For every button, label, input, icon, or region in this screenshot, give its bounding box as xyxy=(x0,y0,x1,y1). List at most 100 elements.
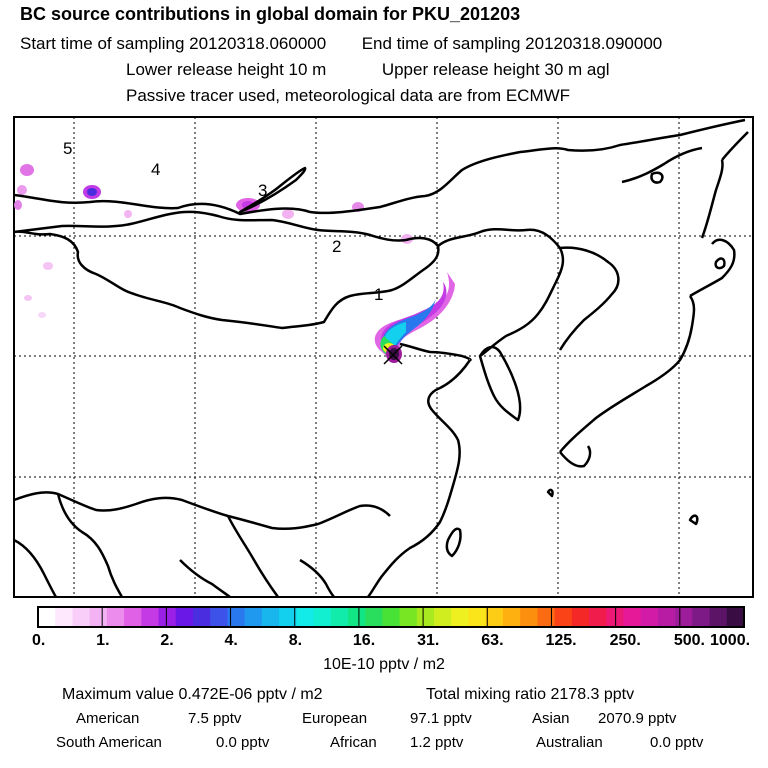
plot-title: BC source contributions in global domain… xyxy=(20,4,521,24)
legend-tick-label: 31. xyxy=(417,632,439,649)
china-coastline xyxy=(367,359,472,598)
tracer-note: Passive tracer used, meteorological data… xyxy=(126,86,571,105)
plume-blob xyxy=(14,200,22,210)
japan-honshu xyxy=(559,295,696,453)
myanmar-border xyxy=(226,515,280,598)
island xyxy=(546,488,554,498)
african-value: 1.2 pptv xyxy=(410,734,464,751)
plume-blob xyxy=(282,209,294,219)
legend-labels: 0. 1. 2. 4. 8. 16. 31. 63. 125. 250. 500. 1000. xyxy=(32,632,750,649)
legend-swatch xyxy=(365,607,383,627)
legend-tick-label: 1000. xyxy=(710,632,750,649)
region-label-1: 1 xyxy=(374,285,383,304)
legend-tick-label: 1. xyxy=(96,632,109,649)
sakhalin xyxy=(700,159,724,239)
legend-ticks xyxy=(37,607,745,627)
legend-swatch xyxy=(502,607,521,627)
plume-blob xyxy=(17,185,27,195)
region-label-4: 4 xyxy=(151,160,160,179)
island xyxy=(688,514,699,526)
receptor-cross-icon xyxy=(383,345,403,365)
legend-swatch xyxy=(106,607,125,627)
legend-swatch xyxy=(709,607,728,627)
korea-coastline xyxy=(478,345,522,422)
northeast-china-border xyxy=(437,228,565,358)
european-label: European xyxy=(302,710,368,727)
asian-label: Asian xyxy=(532,710,570,727)
legend-swatch xyxy=(485,607,504,627)
japan-hokkaido xyxy=(689,238,736,298)
bohai-coastline xyxy=(399,342,472,362)
legend-swatch xyxy=(89,607,108,627)
map-gridlines xyxy=(14,117,753,597)
american-value: 7.5 pptv xyxy=(188,710,242,727)
legend-swatch xyxy=(313,607,332,627)
legend-swatch xyxy=(434,607,452,627)
legend-swatch xyxy=(175,607,194,627)
legend-tick-label: 0. xyxy=(32,632,45,649)
legend-swatch xyxy=(606,607,624,627)
upper-release-text: Upper release height 30 m agl xyxy=(381,60,610,79)
legend-swatch xyxy=(279,607,297,627)
region-label-5: 5 xyxy=(63,139,72,158)
legend-tick-label: 250. xyxy=(610,632,641,649)
lake-baikal xyxy=(238,166,307,214)
legend-swatch xyxy=(571,607,590,627)
maximum-value: Maximum value 0.472E-06 pptv / m2 xyxy=(62,686,323,703)
legend-swatch xyxy=(261,607,280,627)
legend-swatch xyxy=(72,607,91,627)
taiwan xyxy=(445,527,462,558)
south-american-label: South American xyxy=(56,734,162,751)
african-label: African xyxy=(330,734,377,751)
legend-swatch xyxy=(227,607,246,627)
region-label-2: 2 xyxy=(332,237,341,256)
total-mixing-ratio: Total mixing ratio 2178.3 pptv xyxy=(426,686,635,703)
legend-swatch xyxy=(589,607,607,627)
okhotsk-north-coast xyxy=(621,146,703,184)
far-east-border xyxy=(558,246,620,351)
legend-swatch xyxy=(657,607,676,627)
region-label-3: 3 xyxy=(258,181,267,200)
legend-swatch xyxy=(158,607,177,627)
legend-swatch xyxy=(451,607,469,627)
end-sampling-text: End time of sampling 20120318.090000 xyxy=(361,34,663,53)
legend-swatch xyxy=(382,607,401,627)
legend-swatch xyxy=(416,607,435,627)
legend-swatch xyxy=(726,607,745,627)
legend-swatches xyxy=(38,607,745,627)
bangladesh-border xyxy=(179,559,231,599)
legend-swatch xyxy=(554,607,573,627)
legend-swatch xyxy=(210,607,228,627)
okhotsk-coast xyxy=(721,131,749,161)
legend-swatch xyxy=(330,607,349,627)
legend-swatch xyxy=(244,607,263,627)
mongolia-border xyxy=(13,210,440,330)
arctic-coastline xyxy=(13,118,746,216)
australian-label: Australian xyxy=(536,734,603,751)
legend-swatch xyxy=(468,607,487,627)
release-heights: Lower release height 10 m Upper release … xyxy=(126,60,610,80)
legend-swatch xyxy=(399,607,418,627)
legend-swatch xyxy=(347,607,366,627)
legend-swatch xyxy=(141,607,160,627)
legend-swatch xyxy=(623,607,642,627)
legend-unit: 10E-10 pptv / m2 xyxy=(323,656,445,673)
map-frame xyxy=(13,116,754,598)
plume-blob xyxy=(124,210,132,218)
american-label: American xyxy=(76,710,140,727)
island xyxy=(650,171,664,184)
legend-swatch xyxy=(537,607,556,627)
legend-tick-label: 63. xyxy=(481,632,503,649)
european-value: 97.1 pptv xyxy=(410,710,472,727)
sampling-times: Start time of sampling 20120318.060000 E… xyxy=(20,34,662,54)
legend-tick-label: 16. xyxy=(353,632,375,649)
legend-swatch xyxy=(520,607,538,627)
legend-swatch xyxy=(38,607,56,627)
japan-kyushu xyxy=(559,445,592,468)
legend-swatch xyxy=(640,607,659,627)
asian-value: 2070.9 pptv xyxy=(598,710,677,727)
legend-tick-label: 4. xyxy=(225,632,238,649)
south-asia-border xyxy=(56,493,124,598)
